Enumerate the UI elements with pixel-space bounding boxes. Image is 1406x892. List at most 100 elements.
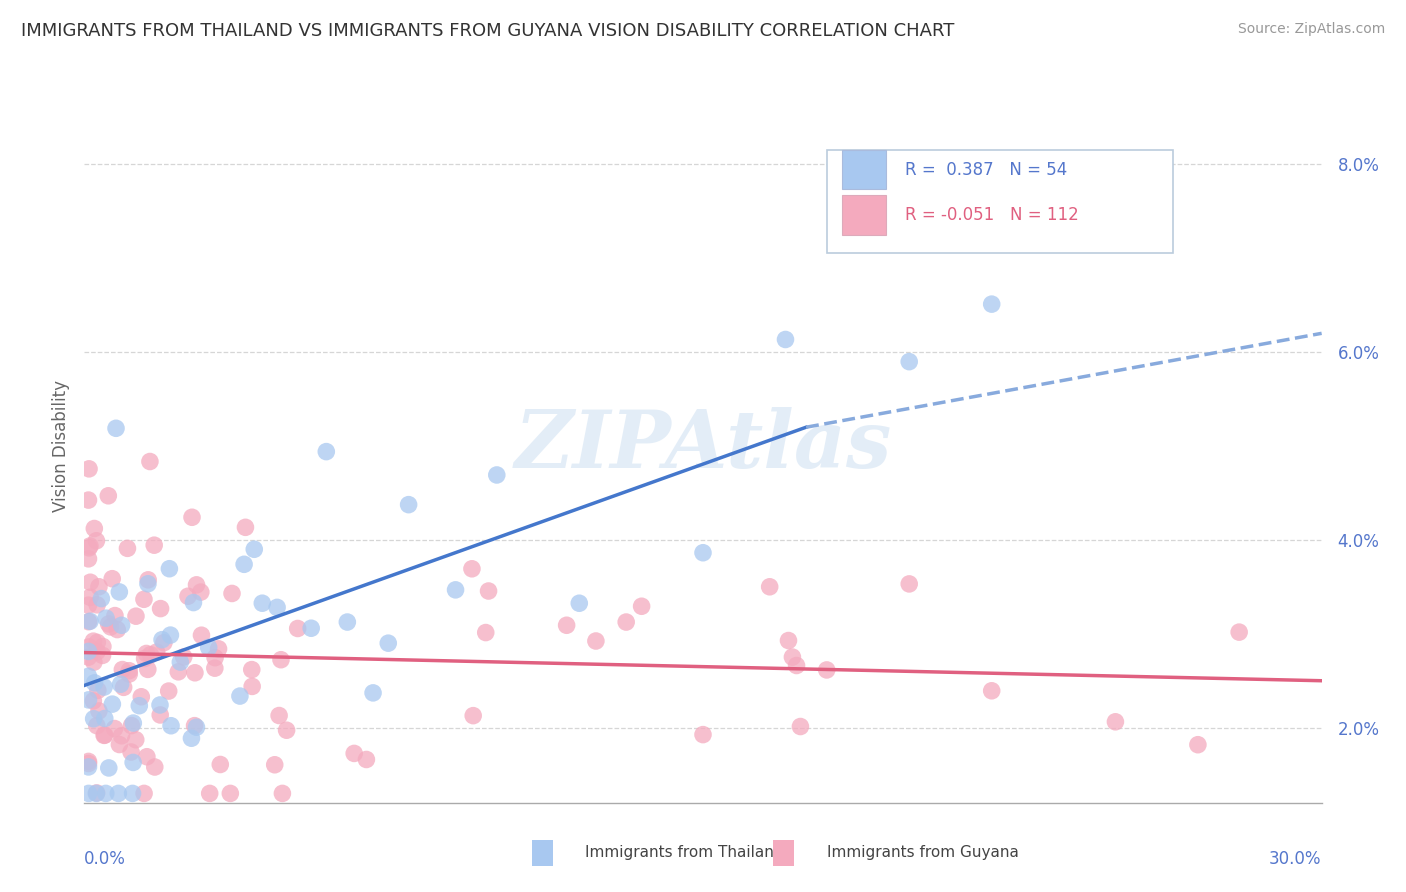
Point (87, 683, 110, 698)
Point (157, 562, 180, 576)
Point (815, 663, 838, 677)
Text: ZIPAtlas: ZIPAtlas (515, 408, 891, 484)
Point (145, 645, 167, 659)
Point (461, 562, 484, 576)
Point (173, 650, 195, 665)
Point (1187, 738, 1209, 752)
Point (190, 585, 212, 599)
Point (77, 640, 100, 654)
Point (136, 576, 159, 591)
Point (153, 636, 176, 650)
Point (269, 708, 291, 723)
Text: Source: ZipAtlas.com: Source: ZipAtlas.com (1237, 22, 1385, 37)
Point (139, 454, 162, 468)
Point (118, 664, 141, 678)
Point (94, 711, 117, 725)
Point (132, 592, 155, 607)
Point (143, 538, 166, 552)
Point (356, 752, 378, 766)
Point (1104, 714, 1126, 729)
Point (398, 498, 420, 512)
Point (79, 614, 101, 628)
Point (235, 520, 257, 534)
Point (86, 635, 108, 649)
Point (477, 584, 499, 599)
Point (287, 622, 309, 636)
Point (101, 697, 124, 711)
Point (233, 558, 256, 572)
Point (121, 786, 143, 800)
Bar (842, 195, 886, 235)
Point (614, 615, 637, 629)
Point (160, 719, 183, 733)
Point (122, 716, 145, 731)
Point (117, 541, 139, 556)
Point (105, 623, 128, 637)
Point (107, 786, 129, 800)
Point (157, 684, 180, 698)
Point (177, 589, 200, 603)
Point (271, 786, 294, 800)
Point (190, 628, 212, 642)
Text: 30.0%: 30.0% (1270, 850, 1322, 868)
Point (186, 720, 208, 734)
Bar (842, 150, 886, 189)
Text: R = -0.051   N = 112: R = -0.051 N = 112 (904, 206, 1078, 224)
Point (149, 708, 172, 723)
Text: Immigrants from Thailand: Immigrants from Thailand (585, 846, 785, 860)
Point (121, 718, 143, 732)
Point (444, 582, 467, 597)
Point (463, 708, 485, 723)
Point (86, 719, 108, 733)
Point (83, 676, 105, 690)
Point (86, 598, 108, 612)
Point (789, 719, 811, 733)
Point (263, 757, 285, 772)
Point (270, 653, 292, 667)
Point (77, 551, 100, 566)
Point (181, 510, 204, 524)
Point (180, 731, 202, 746)
Point (77, 756, 100, 771)
Point (204, 650, 226, 665)
Point (86, 645, 108, 659)
Point (775, 333, 797, 347)
Point (159, 628, 181, 642)
Point (204, 661, 226, 675)
Text: Immigrants from Guyana: Immigrants from Guyana (827, 846, 1018, 860)
FancyBboxPatch shape (827, 150, 1173, 253)
Point (778, 633, 800, 648)
Point (1227, 625, 1250, 640)
Text: R =  0.387   N = 54: R = 0.387 N = 54 (904, 161, 1067, 178)
Point (209, 757, 232, 772)
Point (184, 665, 207, 680)
Point (131, 690, 153, 704)
Point (197, 640, 219, 655)
Point (79, 575, 101, 590)
Text: IMMIGRANTS FROM THAILAND VS IMMIGRANTS FROM GUYANA VISION DISABILITY CORRELATION: IMMIGRANTS FROM THAILAND VS IMMIGRANTS F… (21, 22, 955, 40)
Point (77, 541, 100, 555)
Point (898, 577, 921, 591)
Point (361, 686, 384, 700)
Point (299, 621, 322, 635)
Point (77, 462, 100, 476)
Point (100, 620, 122, 634)
Point (103, 722, 125, 736)
Point (135, 647, 157, 661)
Point (782, 650, 804, 665)
Point (101, 572, 124, 586)
Point (139, 648, 162, 662)
Point (93, 728, 115, 742)
Point (198, 786, 221, 800)
Point (94, 611, 117, 625)
Point (786, 658, 808, 673)
Point (108, 585, 131, 599)
Point (132, 786, 155, 800)
Point (97, 616, 120, 631)
Point (87, 580, 110, 594)
Point (266, 600, 288, 615)
Point (336, 615, 359, 629)
Point (93, 728, 115, 742)
Point (104, 608, 127, 623)
Point (692, 546, 714, 560)
